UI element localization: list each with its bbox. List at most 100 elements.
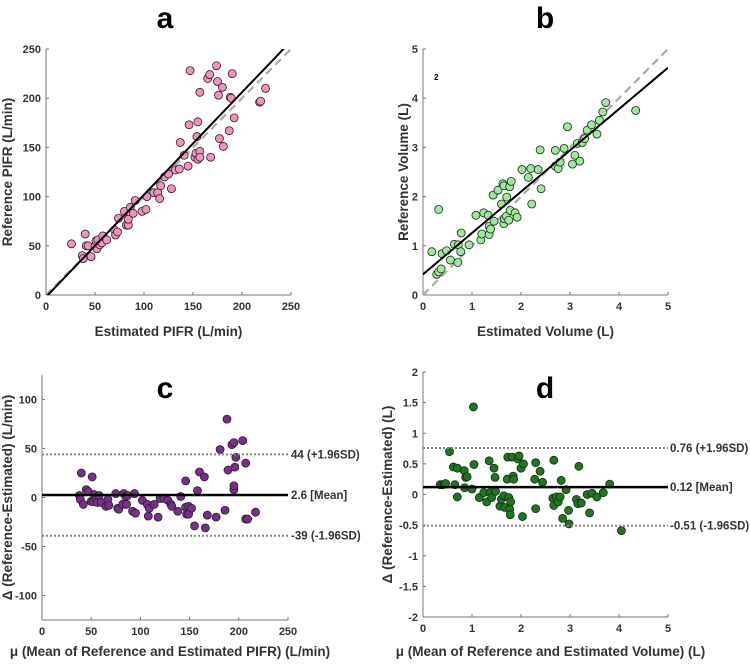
data-point [251, 507, 260, 517]
annotation: 2 [434, 73, 439, 82]
x-tick-label: 2 [518, 301, 524, 313]
data-point [563, 122, 572, 132]
y-tick-label: 250 [23, 44, 41, 56]
plot-area [74, 414, 260, 533]
y-tick-label: 0 [412, 290, 418, 302]
x-tick-label: 1 [469, 301, 475, 313]
y-tick-label: -100 [15, 591, 37, 603]
data-point [243, 514, 253, 524]
y-axis-label: Δ (Reference-Estimated) (L) [380, 406, 395, 584]
y-tick-label: 0.5 [403, 459, 418, 471]
data-point [564, 506, 573, 515]
data-point [526, 164, 536, 173]
y-tick-label: -50 [21, 542, 37, 554]
data-point [149, 499, 159, 509]
x-tick-label: 4 [616, 301, 623, 313]
data-point [229, 438, 239, 448]
data-point [555, 492, 565, 502]
data-point [514, 451, 524, 461]
x-tick-label: 3 [567, 301, 573, 313]
data-point [536, 184, 546, 194]
data-point [213, 77, 222, 86]
data-point [549, 455, 559, 465]
data-point [631, 106, 641, 115]
y-tick-label: 5 [412, 44, 418, 56]
data-point [592, 492, 602, 502]
data-point [184, 120, 194, 130]
x-axis-label: μ (Mean of Reference and Estimated PIFR)… [10, 644, 330, 659]
data-point [205, 70, 215, 79]
x-tick-label: 4 [616, 623, 623, 635]
hline-label: -39 (-1.96SD) [291, 531, 361, 543]
data-point [222, 414, 232, 424]
data-point [167, 501, 177, 511]
data-point [238, 436, 248, 446]
data-point [505, 510, 515, 520]
data-point [230, 462, 240, 472]
data-point [241, 458, 251, 468]
data-point [202, 510, 212, 520]
data-point [509, 474, 519, 484]
data-point [446, 255, 455, 265]
data-point [598, 488, 608, 498]
chart-d: d 0 1 2 3 4 5 -2 -1.5 -1 -0.5 0 0.5 1 1.5 2 μ (Mean of R… [380, 367, 749, 659]
chart-a: a 0 50 100 150 200 250 0 50 100 150 200 250 Estimated… [0, 2, 300, 339]
plot-area [46, 49, 291, 295]
data-point [617, 526, 626, 536]
data-point [535, 145, 545, 155]
data-point [550, 145, 560, 155]
data-point [214, 90, 223, 100]
data-point [558, 513, 568, 523]
y-tick-label: -1 [408, 551, 418, 563]
y-tick-label: 100 [23, 192, 41, 204]
data-point [464, 240, 474, 250]
x-tick-label: 250 [279, 626, 297, 638]
y-tick-label: 3 [412, 142, 418, 154]
data-point [174, 164, 184, 174]
data-point [183, 161, 193, 171]
data-point [538, 477, 547, 487]
x-axis-label: Estimated Volume (L) [477, 324, 614, 339]
data-point [434, 204, 444, 214]
y-tick-label: 100 [19, 395, 37, 407]
x-tick-label: 0 [420, 623, 426, 635]
data-point [218, 142, 228, 151]
data-point [491, 487, 500, 496]
hline-label: 2.6 [Mean] [291, 490, 347, 502]
x-tick-label: 50 [89, 301, 101, 313]
data-point [530, 474, 540, 484]
data-point [490, 472, 500, 482]
y-tick-label: 4 [412, 93, 419, 105]
data-point [462, 472, 472, 482]
data-point [185, 66, 195, 76]
x-tick-label: 50 [85, 626, 97, 638]
data-point [506, 176, 516, 186]
y-tick-label: -1.5 [399, 581, 418, 593]
data-point [493, 185, 503, 195]
regression-line [46, 49, 285, 295]
x-tick-label: 100 [135, 301, 153, 313]
x-tick-label: 1 [469, 623, 475, 635]
data-point [519, 459, 528, 469]
data-point [576, 498, 586, 508]
data-point [469, 460, 479, 469]
panel-label: a [157, 2, 174, 35]
data-point [601, 98, 611, 108]
y-tick-label: -2 [408, 612, 418, 624]
regression-line [423, 66, 668, 276]
y-tick-label: 1 [412, 241, 418, 253]
data-point [531, 458, 541, 468]
data-point [113, 227, 122, 237]
data-point [167, 184, 176, 194]
chart-b: b 0 1 2 3 4 5 0 1 2 3 4 5 Estimated Volume (L) Referen… [396, 2, 671, 339]
x-tick-label: 100 [131, 626, 149, 638]
x-tick-label: 0 [420, 301, 426, 313]
data-point [227, 69, 237, 78]
x-tick-label: 5 [665, 623, 671, 635]
data-point [256, 96, 266, 106]
data-point [217, 82, 227, 92]
data-point [104, 500, 114, 510]
y-axis-label: Reference PIFR (L/min) [0, 98, 15, 247]
data-point [76, 468, 86, 478]
data-point [489, 463, 499, 473]
